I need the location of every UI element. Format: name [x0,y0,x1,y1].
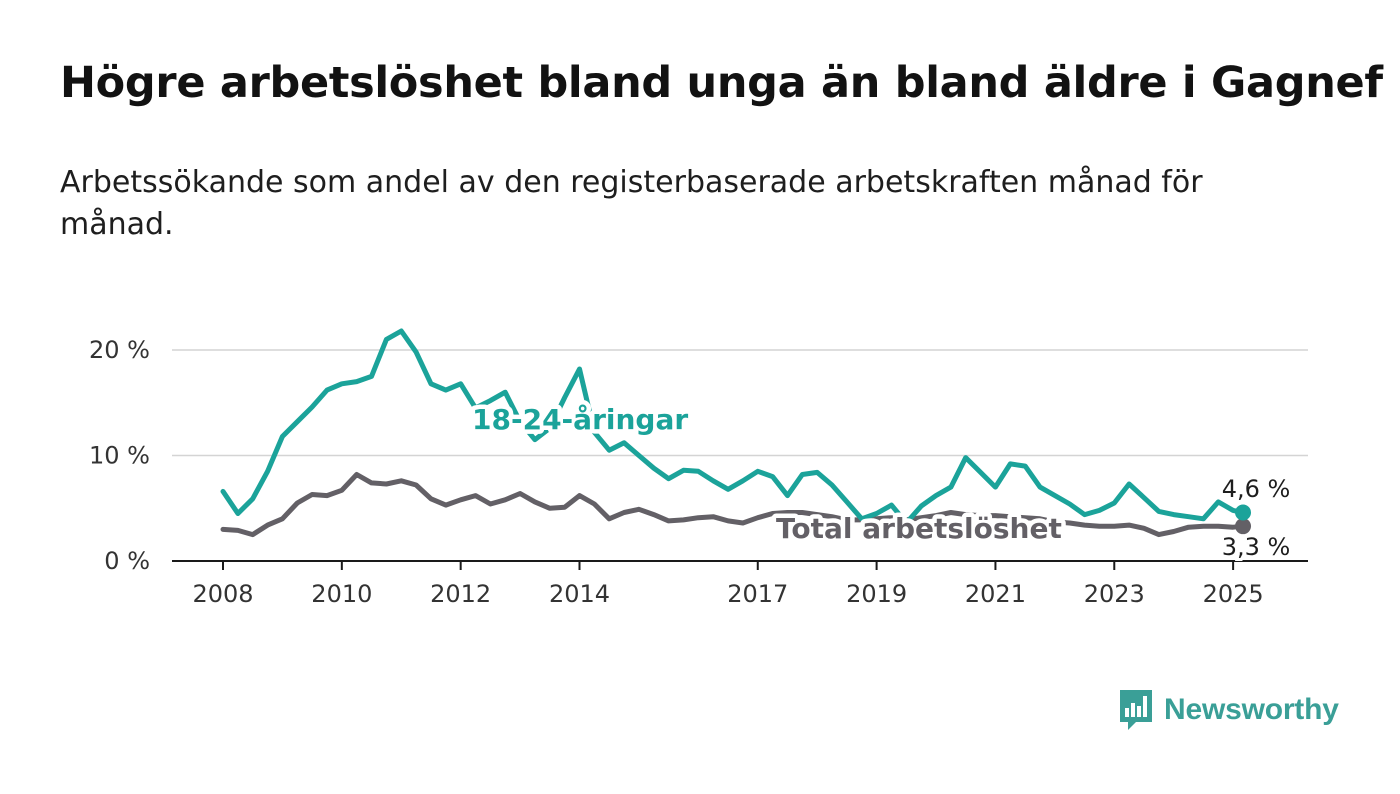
svg-text:3,3 %: 3,3 % [1222,533,1291,561]
svg-text:3,3 %: 3,3 % [1222,533,1291,561]
chart-subtitle: Arbetssökande som andel av den registerb… [60,165,1203,242]
end-value-label: 4,6 % [1222,475,1291,503]
x-tick-label: 2010 [311,580,372,608]
x-tick-label: 2023 [1084,580,1145,608]
series-end-point [1235,504,1252,521]
brand-name: Newsworthy [1164,693,1339,726]
newsworthy-logo-icon [1120,690,1152,730]
y-tick-label: 0 % [104,547,150,575]
series-end-point [1235,518,1252,535]
x-axis-ticks: 2008 2010 2012 2014 2017 2019 2021 2023 2025 [192,561,1264,608]
x-tick-label: 2019 [846,580,907,608]
svg-text:Total arbetslöshet: Total arbetslöshet [776,512,1062,545]
series-line-0 [220,328,1246,526]
x-tick-label: 2012 [430,580,491,608]
x-tick-label: 2014 [549,580,610,608]
series-line-1 [220,472,1246,538]
svg-text:18-24-åringar: 18-24-åringar [472,403,688,436]
x-tick-label: 2021 [965,580,1026,608]
chart-series [220,328,1252,538]
x-tick-label: 2017 [727,580,788,608]
y-tick-label: 10 % [89,442,150,470]
y-axis-ticks: 0 % 10 % 20 % [89,336,150,575]
x-tick-label: 2008 [192,580,253,608]
svg-text:Total arbetslöshet: Total arbetslöshet [776,512,1062,545]
x-tick-label: 2025 [1203,580,1264,608]
chart-grid [172,349,1308,562]
newsworthy-brand: Newsworthy [1118,688,1339,732]
y-tick-label: 20 % [89,336,150,364]
svg-text:18-24-åringar: 18-24-åringar [472,403,688,436]
end-value-label: 3,3 %3,3 % [1219,530,1294,564]
chart-title: Högre arbetslöshet bland unga än bland ä… [60,58,1383,108]
